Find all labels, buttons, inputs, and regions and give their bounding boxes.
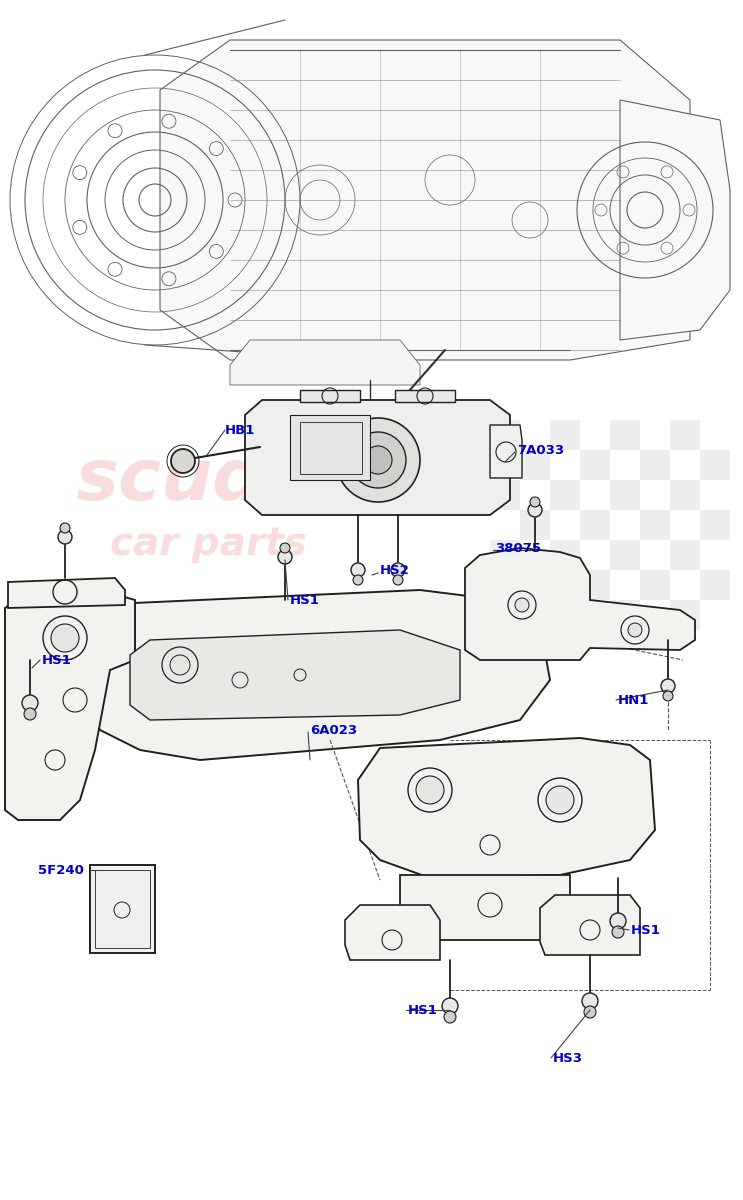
Circle shape [58,530,72,544]
Polygon shape [230,340,420,385]
Circle shape [280,542,290,553]
Polygon shape [5,590,135,820]
Circle shape [663,691,673,701]
Circle shape [336,418,420,502]
Bar [610,480,640,510]
Bar [290,415,370,480]
Polygon shape [358,738,655,878]
Bar [700,510,730,540]
Bar [580,510,610,540]
Circle shape [170,655,190,674]
Polygon shape [465,548,695,660]
Circle shape [24,708,36,720]
Text: car parts: car parts [110,526,307,563]
Bar [520,510,550,540]
Circle shape [60,523,70,533]
Polygon shape [400,875,570,940]
Text: 6A023: 6A023 [310,724,357,737]
Circle shape [171,449,195,473]
Bar [640,450,670,480]
Bar [520,450,550,480]
Text: 5F240: 5F240 [38,864,84,876]
Bar [550,540,580,570]
Circle shape [628,623,642,637]
Bar [520,570,550,600]
Polygon shape [300,390,360,402]
Bar [670,540,700,570]
Circle shape [515,598,529,612]
Polygon shape [88,590,550,760]
Bar [550,600,580,630]
Text: scuderia: scuderia [75,446,422,515]
Text: HS3: HS3 [553,1051,583,1064]
Bar [95,870,150,948]
Bar [640,570,670,600]
Text: HS1: HS1 [290,594,320,606]
Polygon shape [540,895,640,955]
Circle shape [584,1006,596,1018]
Bar [670,480,700,510]
Text: HB1: HB1 [225,424,256,437]
Circle shape [442,998,458,1014]
Bar [490,420,520,450]
Polygon shape [8,578,125,608]
Bar [490,480,520,510]
Circle shape [364,446,392,474]
Bar [580,450,610,480]
Circle shape [416,776,444,804]
Bar [700,570,730,600]
Circle shape [393,575,403,584]
Circle shape [351,563,365,577]
Circle shape [610,913,626,929]
Bar [700,450,730,480]
Circle shape [612,926,624,938]
Bar [610,540,640,570]
Bar [580,570,610,600]
Circle shape [51,624,79,652]
Text: HN1: HN1 [618,694,649,707]
Polygon shape [160,40,690,360]
Bar [490,540,520,570]
Text: HS1: HS1 [631,924,661,936]
Circle shape [278,550,292,564]
Bar [610,600,640,630]
Bar [490,600,520,630]
Bar [670,600,700,630]
Polygon shape [245,400,510,515]
Bar [670,420,700,450]
Text: HS1: HS1 [408,1003,438,1016]
Bar [550,480,580,510]
Polygon shape [490,425,522,478]
Circle shape [661,679,675,692]
Bar [610,420,640,450]
Text: 7A033: 7A033 [517,444,564,456]
Circle shape [391,563,405,577]
Circle shape [530,497,540,506]
Circle shape [546,786,574,814]
Bar [90,865,155,953]
Circle shape [353,575,363,584]
Bar [300,422,362,474]
Text: 38075: 38075 [495,541,541,554]
Circle shape [582,994,598,1009]
Bar [550,420,580,450]
Bar [640,510,670,540]
Polygon shape [620,100,730,340]
Circle shape [528,503,542,517]
Polygon shape [345,905,440,960]
Polygon shape [130,630,460,720]
Text: HS1: HS1 [42,654,72,666]
Circle shape [22,695,38,710]
Circle shape [350,432,406,488]
Text: HS2: HS2 [380,564,410,576]
Circle shape [444,1010,456,1022]
Polygon shape [395,390,455,402]
